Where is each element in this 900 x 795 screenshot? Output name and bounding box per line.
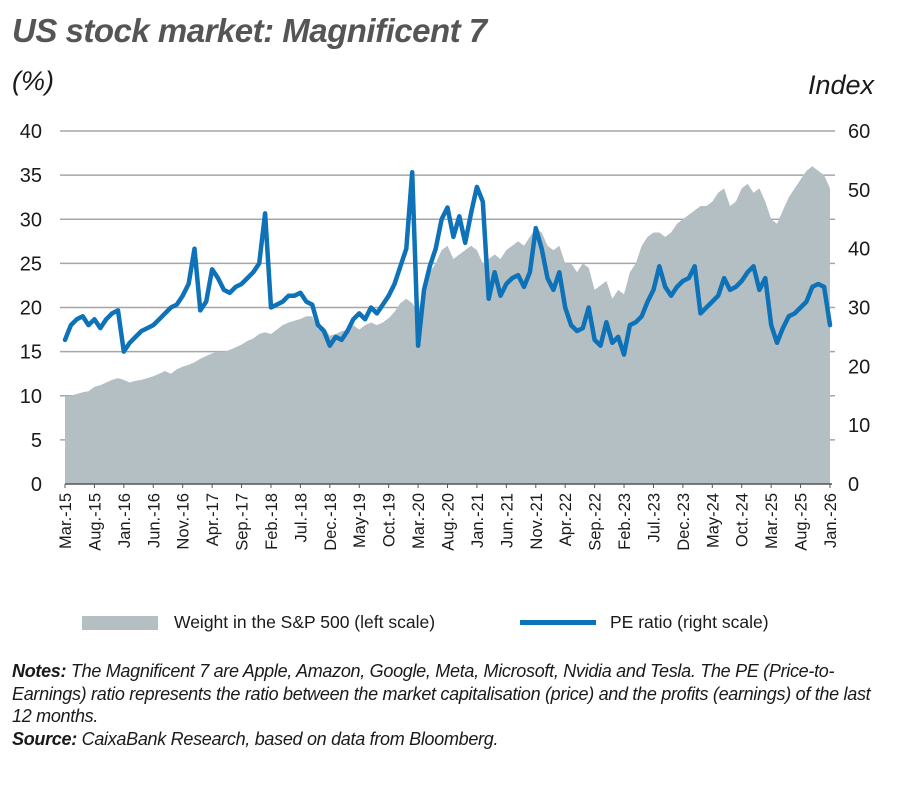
right-axis-tick-label: 50 <box>848 180 870 202</box>
notes-text: The Magnificent 7 are Apple, Amazon, Goo… <box>12 661 871 726</box>
x-axis-tick-label: Jan.-16 <box>116 493 134 548</box>
right-axis-ticks: 0 10 20 30 40 50 60 <box>848 121 870 496</box>
notes-paragraph: Notes: The Magnificent 7 are Apple, Amaz… <box>12 660 892 728</box>
x-axis-tick-label: Dec.-18 <box>322 493 340 551</box>
x-axis-tick-label: May-24 <box>704 493 722 548</box>
right-axis-tick-label: 10 <box>848 415 870 437</box>
left-axis-tick-label: 15 <box>20 342 42 364</box>
x-axis-ticks: Mar.-15 Aug.-15 Jan.-16 Jun.-16 Nov.-16 Apr.-… <box>57 484 840 551</box>
right-axis-tick-label: 20 <box>848 356 870 378</box>
legend: Weight in the S&P 500 (left scale) PE ra… <box>0 612 900 640</box>
source-paragraph: Source: CaixaBank Research, based on dat… <box>12 728 892 751</box>
x-axis-tick-label: Aug.-20 <box>440 493 458 551</box>
x-axis-tick-label: Feb.-23 <box>616 493 634 550</box>
x-axis-tick-label: Aug.-15 <box>86 493 104 551</box>
legend-swatch-area <box>82 615 158 630</box>
pe-line-series <box>62 169 833 357</box>
right-axis-unit: Index <box>807 70 874 100</box>
left-axis-tick-label: 30 <box>20 209 42 231</box>
legend-item-weight: Weight in the S&P 500 (left scale) <box>82 612 435 633</box>
source-text: CaixaBank Research, based on data from B… <box>81 728 499 749</box>
left-axis-tick-label: 5 <box>31 430 42 452</box>
x-axis-tick-label: Jul.-18 <box>292 493 310 543</box>
x-axis-tick-label: Mar.-15 <box>57 493 75 549</box>
x-axis-tick-label: May-19 <box>351 493 369 548</box>
x-axis-tick-label: Jun.-16 <box>145 493 163 548</box>
notes-label: Notes: <box>12 661 67 681</box>
x-axis-tick-label: Aug.-25 <box>793 493 811 551</box>
chart-title: US stock market: Magnificent 7 <box>12 12 487 49</box>
x-axis-tick-label: Jan.-26 <box>822 493 840 548</box>
source-label: Source: <box>12 728 77 749</box>
notes-block: Notes: The Magnificent 7 are Apple, Amaz… <box>12 660 892 750</box>
x-axis-tick-label: Jan.-21 <box>469 493 487 548</box>
x-axis-tick-label: Nov.-21 <box>528 493 546 550</box>
x-axis-tick-label: Apr.-17 <box>204 493 222 546</box>
left-axis-tick-label: 20 <box>20 298 42 320</box>
legend-label-pe: PE ratio (right scale) <box>610 612 769 632</box>
x-axis-tick-label: Oct.-19 <box>381 493 399 547</box>
legend-item-pe: PE ratio (right scale) <box>520 612 769 633</box>
right-axis-tick-label: 30 <box>848 298 870 320</box>
left-axis-ticks: 0 5 10 15 20 25 30 35 40 <box>20 121 42 496</box>
chart-plot: 0 5 10 15 20 25 30 35 40 0 10 20 30 40 50 60 Mar.-15 Au… <box>20 121 871 551</box>
x-axis-tick-label: Mar.-25 <box>763 493 781 549</box>
left-axis-unit: (%) <box>12 66 54 96</box>
right-axis-tick-label: 0 <box>848 474 859 496</box>
legend-label-weight: Weight in the S&P 500 (left scale) <box>174 612 436 632</box>
x-axis-tick-label: Jun.-21 <box>498 493 516 548</box>
x-axis-tick-label: Sep.-17 <box>234 493 252 551</box>
left-axis-tick-label: 10 <box>20 386 42 408</box>
right-axis-tick-label: 60 <box>848 121 870 143</box>
weight-area-series <box>65 166 830 485</box>
left-axis-tick-label: 25 <box>20 253 42 275</box>
x-axis-tick-label: Oct.-24 <box>734 493 752 547</box>
legend-swatch-line <box>520 620 596 625</box>
x-axis-tick-label: Jul.-23 <box>646 493 664 543</box>
x-axis-tick-label: Mar.-20 <box>410 493 428 549</box>
x-axis-tick-label: Sep.-22 <box>587 493 605 551</box>
x-axis-tick-label: Feb.-18 <box>263 493 281 550</box>
left-axis-tick-label: 0 <box>31 474 42 496</box>
x-axis-tick-label: Nov.-16 <box>175 493 193 550</box>
left-axis-tick-label: 40 <box>20 121 42 143</box>
right-axis-tick-label: 40 <box>848 239 870 261</box>
left-axis-tick-label: 35 <box>20 165 42 187</box>
x-axis-tick-label: Dec.-23 <box>675 493 693 551</box>
x-axis-tick-label: Apr.-22 <box>557 493 575 546</box>
